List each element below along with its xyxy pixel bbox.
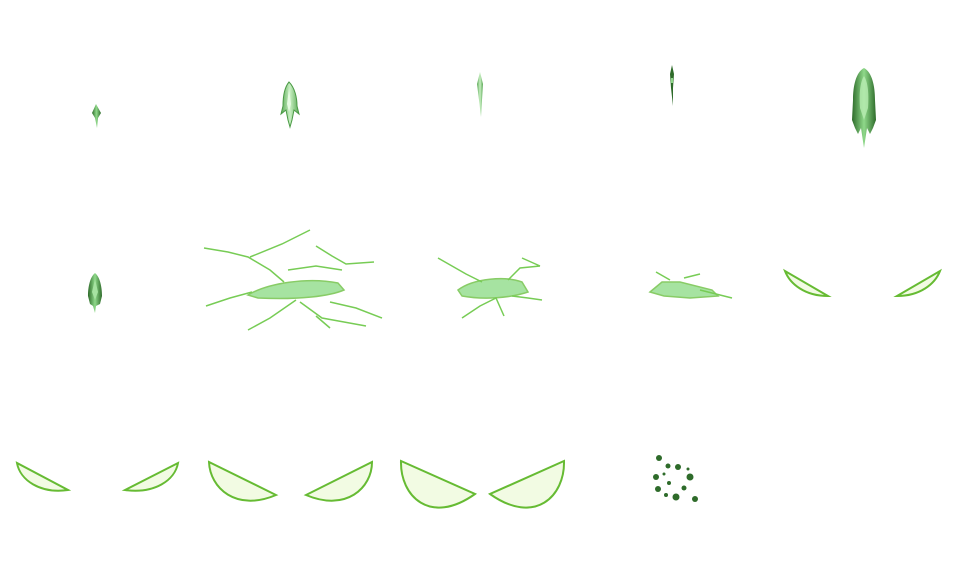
needle-flame	[477, 72, 483, 117]
thin-spike	[670, 65, 674, 106]
crescent-pair-small	[783, 268, 942, 298]
medium-flame-dart	[88, 273, 102, 313]
small-flame-bolt	[280, 81, 300, 129]
large-flame-bolt	[852, 68, 876, 148]
lightning-splash-medium	[437, 257, 543, 319]
tiny-flame-dart	[92, 104, 101, 128]
crescent-pair-xlarge	[399, 459, 566, 509]
lightning-splash-small	[648, 271, 733, 299]
crescent-pair-medium	[15, 461, 180, 492]
lightning-splash-large	[203, 229, 383, 331]
spore-particle-cluster	[653, 455, 698, 502]
crescent-pair-large	[207, 460, 374, 502]
